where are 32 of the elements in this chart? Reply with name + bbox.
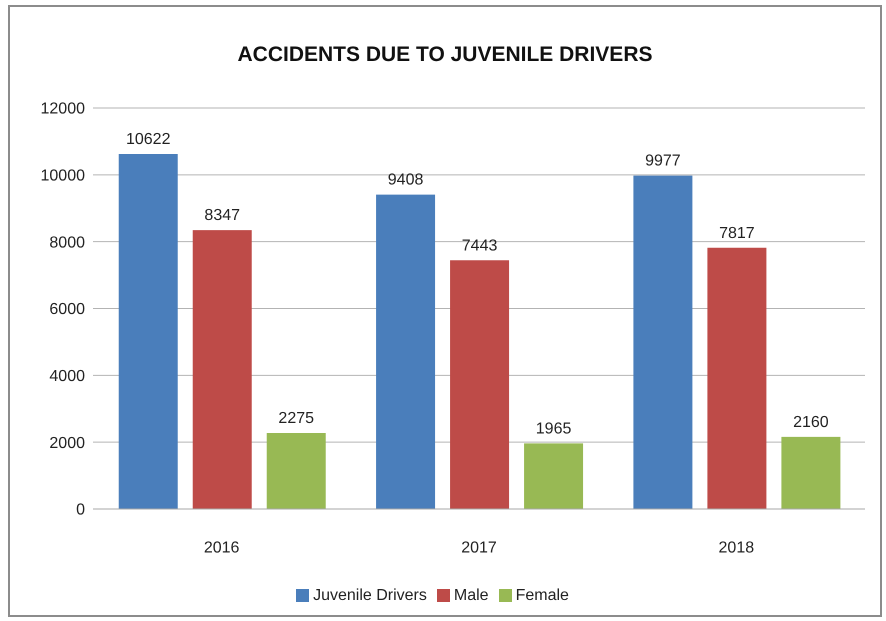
chart-title: ACCIDENTS DUE TO JUVENILE DRIVERS: [236, 43, 654, 67]
bar: [376, 194, 436, 509]
data-label: 7817: [719, 224, 755, 242]
data-label: 2160: [793, 414, 829, 431]
bar: [524, 443, 584, 509]
data-label: 2275: [278, 410, 314, 427]
y-tick-label: 0: [76, 502, 86, 519]
y-tick-label: 2000: [49, 434, 86, 452]
y-tick-label: 10000: [40, 168, 86, 185]
y-tick-label: 4000: [49, 368, 86, 386]
bar: [781, 436, 840, 509]
legend-label: Juvenile Drivers: [313, 587, 427, 604]
legend-label: Female: [516, 587, 569, 604]
data-label: 1965: [536, 420, 572, 438]
bar: [192, 230, 252, 509]
legend-label: Male: [454, 587, 489, 604]
data-label: 10622: [126, 131, 171, 148]
x-tick-label: 2017: [461, 539, 497, 556]
bar: [266, 432, 326, 509]
bar: [707, 248, 766, 509]
x-tick-label: 2016: [204, 539, 240, 556]
data-label: 8347: [204, 207, 240, 224]
bar: [118, 154, 178, 509]
y-tick-label: 8000: [49, 234, 86, 252]
x-tick-label: 2018: [718, 539, 754, 556]
y-tick-label: 12000: [40, 100, 86, 118]
bar: [450, 260, 510, 509]
data-label: 9977: [645, 152, 681, 170]
data-label: 7443: [462, 237, 498, 254]
bar: [633, 176, 692, 509]
data-label: 9408: [388, 172, 424, 189]
y-tick-label: 6000: [49, 301, 86, 318]
